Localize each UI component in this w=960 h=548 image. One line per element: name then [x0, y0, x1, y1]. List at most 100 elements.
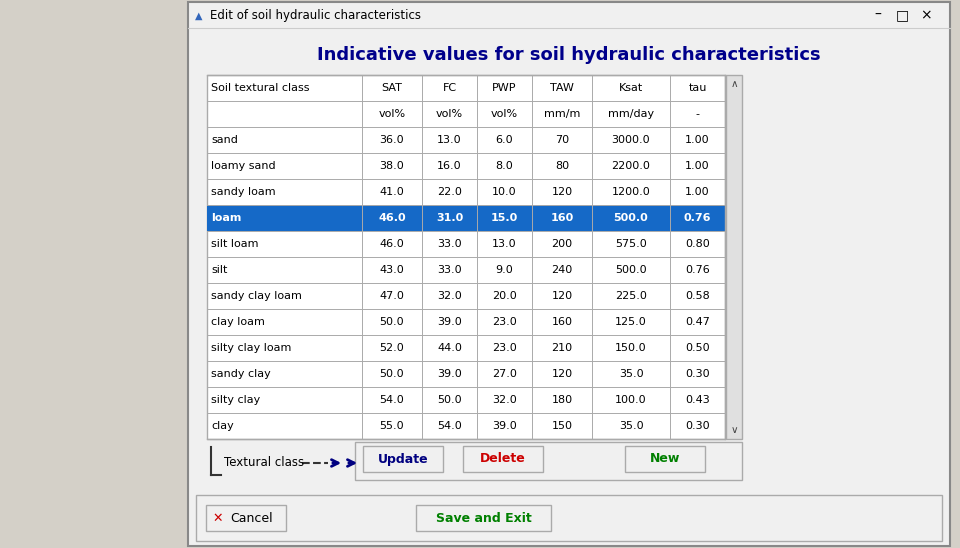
Text: sand: sand	[211, 135, 238, 145]
Text: sandy clay: sandy clay	[211, 369, 271, 379]
Text: Edit of soil hydraulic characteristics: Edit of soil hydraulic characteristics	[210, 9, 421, 22]
Text: 1.00: 1.00	[685, 161, 709, 171]
Text: silty clay: silty clay	[211, 395, 260, 405]
Text: 0.50: 0.50	[685, 343, 709, 353]
Text: 120: 120	[551, 369, 572, 379]
Text: 20.0: 20.0	[492, 291, 516, 301]
Text: 100.0: 100.0	[615, 395, 647, 405]
Text: 13.0: 13.0	[437, 135, 462, 145]
Text: 35.0: 35.0	[618, 421, 643, 431]
Text: 120: 120	[551, 291, 572, 301]
Text: vol%: vol%	[436, 109, 463, 119]
Text: 9.0: 9.0	[495, 265, 514, 275]
Text: ∧: ∧	[731, 79, 738, 89]
Text: 1200.0: 1200.0	[612, 187, 650, 197]
Text: 225.0: 225.0	[615, 291, 647, 301]
Text: 2200.0: 2200.0	[612, 161, 651, 171]
Text: vol%: vol%	[491, 109, 518, 119]
Bar	[463, 446, 543, 472]
Text: Indicative values for soil hydraulic characteristics: Indicative values for soil hydraulic cha…	[317, 46, 821, 64]
Text: □: □	[896, 8, 908, 22]
Text: tau: tau	[688, 83, 707, 93]
Text: 10.0: 10.0	[492, 187, 516, 197]
Text: Textural class: Textural class	[224, 456, 304, 470]
Text: 38.0: 38.0	[379, 161, 404, 171]
Text: Update: Update	[377, 453, 428, 465]
Text: PWP: PWP	[492, 83, 516, 93]
Text: 80: 80	[555, 161, 569, 171]
Text: 36.0: 36.0	[380, 135, 404, 145]
Text: 32.0: 32.0	[437, 291, 462, 301]
Text: 160: 160	[550, 213, 574, 223]
Text: 575.0: 575.0	[615, 239, 647, 249]
Text: 210: 210	[551, 343, 572, 353]
Text: 44.0: 44.0	[437, 343, 462, 353]
Text: 35.0: 35.0	[618, 369, 643, 379]
Text: 22.0: 22.0	[437, 187, 462, 197]
Text: clay loam: clay loam	[211, 317, 265, 327]
Text: loam: loam	[211, 213, 241, 223]
Text: 54.0: 54.0	[437, 421, 462, 431]
Text: 54.0: 54.0	[379, 395, 404, 405]
Text: ×: ×	[921, 8, 932, 22]
Text: mm/day: mm/day	[608, 109, 654, 119]
Bar	[416, 505, 551, 531]
Text: 160: 160	[551, 317, 572, 327]
Text: 31.0: 31.0	[436, 213, 463, 223]
Text: ✕: ✕	[213, 511, 224, 524]
Text: 55.0: 55.0	[380, 421, 404, 431]
Text: 150: 150	[551, 421, 572, 431]
Text: clay: clay	[211, 421, 233, 431]
Text: 46.0: 46.0	[379, 239, 404, 249]
Bar	[207, 75, 725, 439]
Text: 0.76: 0.76	[684, 213, 711, 223]
Text: 13.0: 13.0	[492, 239, 516, 249]
Text: 1.00: 1.00	[685, 187, 709, 197]
Text: 46.0: 46.0	[378, 213, 406, 223]
Text: 39.0: 39.0	[492, 421, 516, 431]
Text: 43.0: 43.0	[379, 265, 404, 275]
Text: 0.30: 0.30	[685, 421, 709, 431]
Text: 27.0: 27.0	[492, 369, 516, 379]
Text: 125.0: 125.0	[615, 317, 647, 327]
Text: 0.43: 0.43	[685, 395, 709, 405]
Bar	[206, 505, 286, 531]
Text: silt: silt	[211, 265, 228, 275]
Text: 39.0: 39.0	[437, 317, 462, 327]
Text: Ksat: Ksat	[619, 83, 643, 93]
Text: 240: 240	[551, 265, 572, 275]
Bar	[196, 495, 942, 541]
Text: SAT: SAT	[381, 83, 402, 93]
Text: 32.0: 32.0	[492, 395, 516, 405]
Text: 1.00: 1.00	[685, 135, 709, 145]
Text: silt loam: silt loam	[211, 239, 258, 249]
Bar	[726, 75, 742, 439]
Text: loamy sand: loamy sand	[211, 161, 276, 171]
Bar	[355, 442, 742, 480]
Text: ∨: ∨	[731, 425, 738, 435]
Bar	[207, 205, 725, 231]
Text: 33.0: 33.0	[437, 265, 462, 275]
Text: sandy loam: sandy loam	[211, 187, 276, 197]
Text: 8.0: 8.0	[495, 161, 514, 171]
Text: 41.0: 41.0	[379, 187, 404, 197]
Text: 200: 200	[551, 239, 572, 249]
Text: 150.0: 150.0	[615, 343, 647, 353]
Text: 16.0: 16.0	[437, 161, 462, 171]
Text: 0.58: 0.58	[685, 291, 709, 301]
Text: 70: 70	[555, 135, 569, 145]
Text: 500.0: 500.0	[615, 265, 647, 275]
Text: 0.80: 0.80	[685, 239, 709, 249]
Text: 23.0: 23.0	[492, 343, 516, 353]
Text: -: -	[695, 109, 700, 119]
Text: Cancel: Cancel	[230, 511, 274, 524]
Text: 3000.0: 3000.0	[612, 135, 650, 145]
Text: Delete: Delete	[480, 453, 526, 465]
Text: FC: FC	[443, 83, 457, 93]
Text: ▲: ▲	[195, 11, 203, 21]
Text: 500.0: 500.0	[613, 213, 648, 223]
Text: mm/m: mm/m	[543, 109, 580, 119]
Text: 52.0: 52.0	[379, 343, 404, 353]
Text: 50.0: 50.0	[380, 317, 404, 327]
Text: vol%: vol%	[378, 109, 405, 119]
